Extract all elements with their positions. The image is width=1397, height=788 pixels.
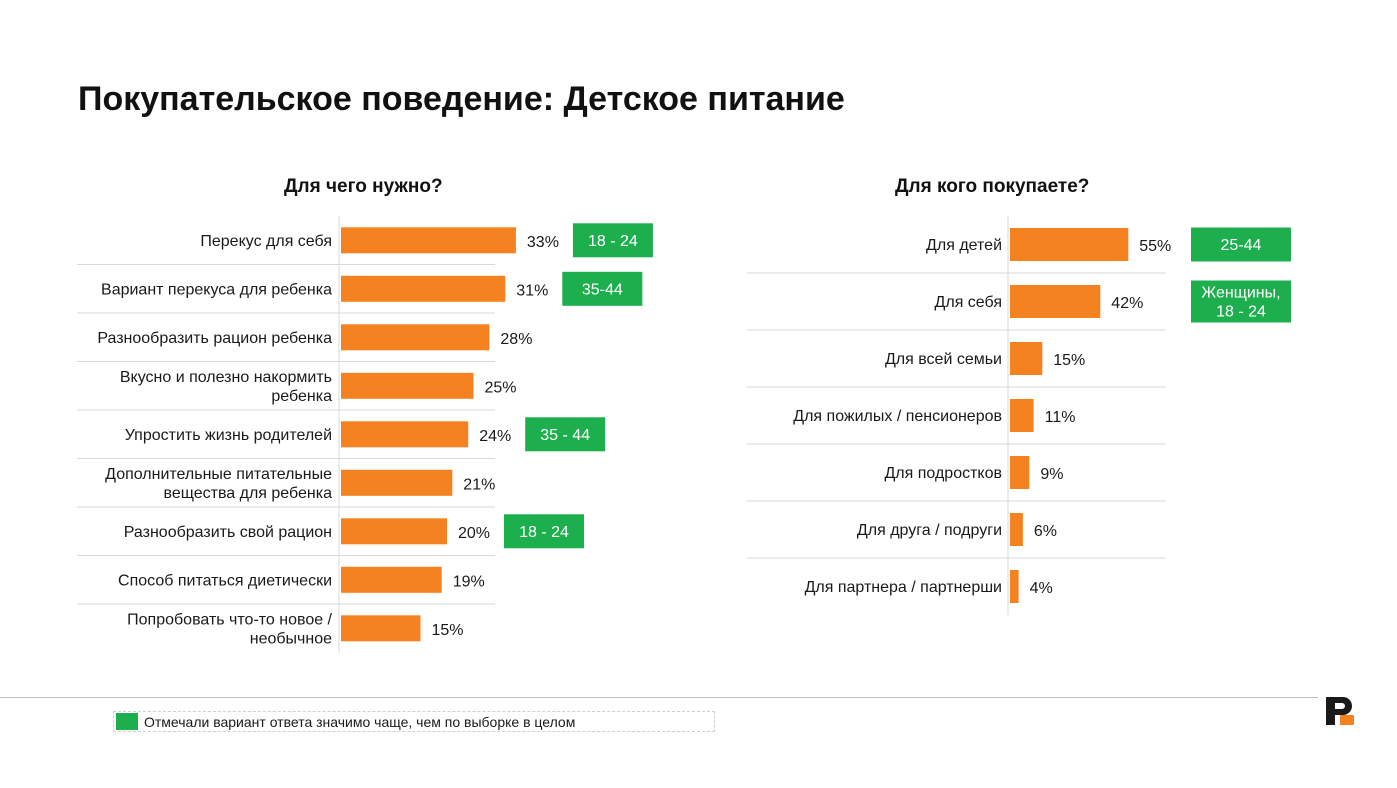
category-label: Для пожилых / пенсионеров xyxy=(793,408,1002,425)
logo-dark-part xyxy=(1326,697,1352,725)
data-label: 21% xyxy=(463,476,495,493)
bar xyxy=(1010,285,1101,318)
highlight-badge-label: Женщины, 18 - 24 xyxy=(1201,285,1280,321)
data-label: 15% xyxy=(1053,352,1085,369)
data-label: 15% xyxy=(432,622,464,639)
data-label: 6% xyxy=(1034,523,1057,540)
purpose-bar-chart: Перекус для себя 33% 18 - 24 Вариант переку… xyxy=(77,216,653,653)
category-label: Для себя xyxy=(935,294,1002,311)
bar xyxy=(1010,570,1019,603)
audience-bar-chart: Для детей 55% 25-44 Для себя 42% Женщины, 18 -… xyxy=(747,216,1291,615)
data-label: 31% xyxy=(516,282,548,299)
highlight-badge xyxy=(562,271,643,306)
category-label: Разнообразить свой рацион xyxy=(124,524,332,541)
category-label: Попробовать что-то новое / необычное xyxy=(127,611,332,647)
data-label: 24% xyxy=(479,428,511,445)
highlight-badge-label: 18 - 24 xyxy=(588,233,638,250)
data-label: 33% xyxy=(527,234,559,251)
category-label: Для партнера / партнерши xyxy=(805,579,1002,596)
p-logo-icon xyxy=(1326,697,1354,725)
bar xyxy=(341,518,447,545)
data-label: 19% xyxy=(453,573,485,590)
category-label: Упростить жизнь родителей xyxy=(125,427,332,444)
category-label: Перекус для себя xyxy=(200,233,332,250)
bar xyxy=(341,275,506,302)
chart-title-audience: Для кого покупаете? xyxy=(895,176,1090,197)
data-label: 4% xyxy=(1030,580,1053,597)
category-label: Для подростков xyxy=(884,465,1002,482)
logo-accent-part xyxy=(1340,715,1354,725)
highlight-badge xyxy=(525,417,606,452)
category-label: Для друга / подруги xyxy=(857,522,1002,539)
highlight-badge xyxy=(1191,280,1291,323)
bar xyxy=(341,469,453,496)
bar xyxy=(1010,513,1023,546)
data-label: 11% xyxy=(1045,409,1076,426)
data-label: 55% xyxy=(1139,238,1171,255)
bar xyxy=(341,421,469,448)
category-label: Способ питаться диетически xyxy=(118,572,332,589)
data-label: 9% xyxy=(1040,466,1063,483)
category-label: Для детей xyxy=(926,237,1002,254)
highlight-badge xyxy=(504,514,584,549)
bar xyxy=(341,227,516,254)
bar xyxy=(1010,342,1043,375)
highlight-badge-label: 25-44 xyxy=(1221,237,1262,254)
category-label: Для всей семьи xyxy=(885,351,1002,368)
data-label: 25% xyxy=(485,379,517,396)
chart-title-purpose: Для чего нужно? xyxy=(284,176,443,197)
bar xyxy=(1010,228,1129,261)
data-label: 20% xyxy=(458,525,490,542)
legend-swatch xyxy=(116,713,138,730)
page-title: Покупательское поведение: Детское питани… xyxy=(78,80,845,118)
data-label: 42% xyxy=(1111,295,1143,312)
bar xyxy=(341,324,490,351)
highlight-badge xyxy=(572,223,653,258)
footer-divider xyxy=(0,697,1318,698)
category-label: Разнообразить рацион ребенка xyxy=(97,330,332,347)
highlight-badge xyxy=(1191,227,1291,262)
category-label: Дополнительные питательные вещества для р… xyxy=(105,466,332,502)
highlight-badge-label: 35 - 44 xyxy=(540,427,590,444)
legend-text: Отмечали вариант ответа значимо чаще, че… xyxy=(144,714,576,730)
legend: Отмечали вариант ответа значимо чаще, че… xyxy=(113,711,715,732)
bar xyxy=(1010,399,1034,432)
bar xyxy=(341,615,421,642)
category-label: Вкусно и полезно накормить ребенка xyxy=(120,369,332,405)
bar xyxy=(1010,456,1030,489)
bar xyxy=(341,566,442,593)
bar xyxy=(341,372,474,399)
highlight-badge-label: 35-44 xyxy=(582,281,623,298)
category-label: Вариант перекуса для ребенка xyxy=(101,281,332,298)
data-label: 28% xyxy=(500,331,532,348)
highlight-badge-label: 18 - 24 xyxy=(519,524,569,541)
